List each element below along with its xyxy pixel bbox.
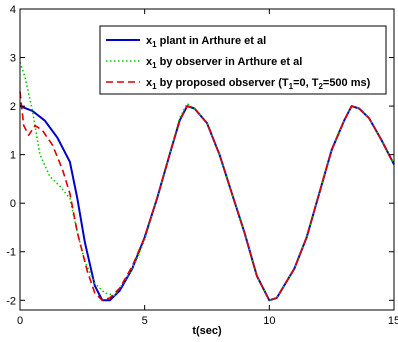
x-axis-title: t(sec) bbox=[192, 325, 222, 337]
x-tick-label: 15 bbox=[388, 315, 398, 327]
y-tick-label: -1 bbox=[6, 247, 16, 259]
legend-label-rest: plant in Arthure et al bbox=[157, 35, 267, 47]
y-tick-label: -2 bbox=[6, 295, 16, 307]
legend-label-subscript: 1 bbox=[152, 40, 157, 49]
legend-label-rest: by proposed observer (T bbox=[157, 77, 289, 89]
y-tick-label: 2 bbox=[10, 101, 16, 113]
x-tick-label: 5 bbox=[142, 315, 148, 327]
legend-label-1: x1 plant in Arthure et al bbox=[146, 35, 266, 49]
legend-label-part: 2 bbox=[318, 82, 323, 91]
legend-label-part: =0, T bbox=[293, 77, 319, 89]
ticks-layer: 0 5 10 15 -2 -1 0 1 2 3 4 bbox=[6, 4, 398, 327]
series-line-2 bbox=[19, 62, 395, 302]
y-tick-label: 0 bbox=[10, 198, 16, 210]
y-tick-label: 3 bbox=[10, 53, 16, 65]
legend-label-part: =500 ms) bbox=[323, 77, 371, 89]
legend-box bbox=[99, 25, 387, 95]
y-tick-label: 1 bbox=[10, 150, 16, 162]
plot-frame bbox=[19, 8, 395, 311]
legend-label-main: x bbox=[146, 77, 153, 89]
legend-label-subscript: 1 bbox=[152, 82, 157, 91]
y-tick-label: 4 bbox=[10, 4, 16, 16]
legend-label-part: 1 bbox=[289, 82, 294, 91]
legend-label-subscript: 1 bbox=[152, 61, 157, 70]
series-layer bbox=[19, 62, 395, 302]
legend-label-3: x1 by proposed observer (T1=0, T2=500 ms… bbox=[146, 77, 371, 91]
x-tick-label: 10 bbox=[263, 315, 275, 327]
legend-label-main: x bbox=[146, 35, 153, 47]
legend-label-2: x1 by observer in Arthure et al bbox=[146, 56, 302, 70]
series-line-3 bbox=[19, 91, 395, 302]
legend-label-main: x bbox=[146, 56, 153, 68]
x-tick-label: 0 bbox=[17, 315, 23, 327]
legend-label-rest: by observer in Arthure et al bbox=[157, 56, 303, 68]
